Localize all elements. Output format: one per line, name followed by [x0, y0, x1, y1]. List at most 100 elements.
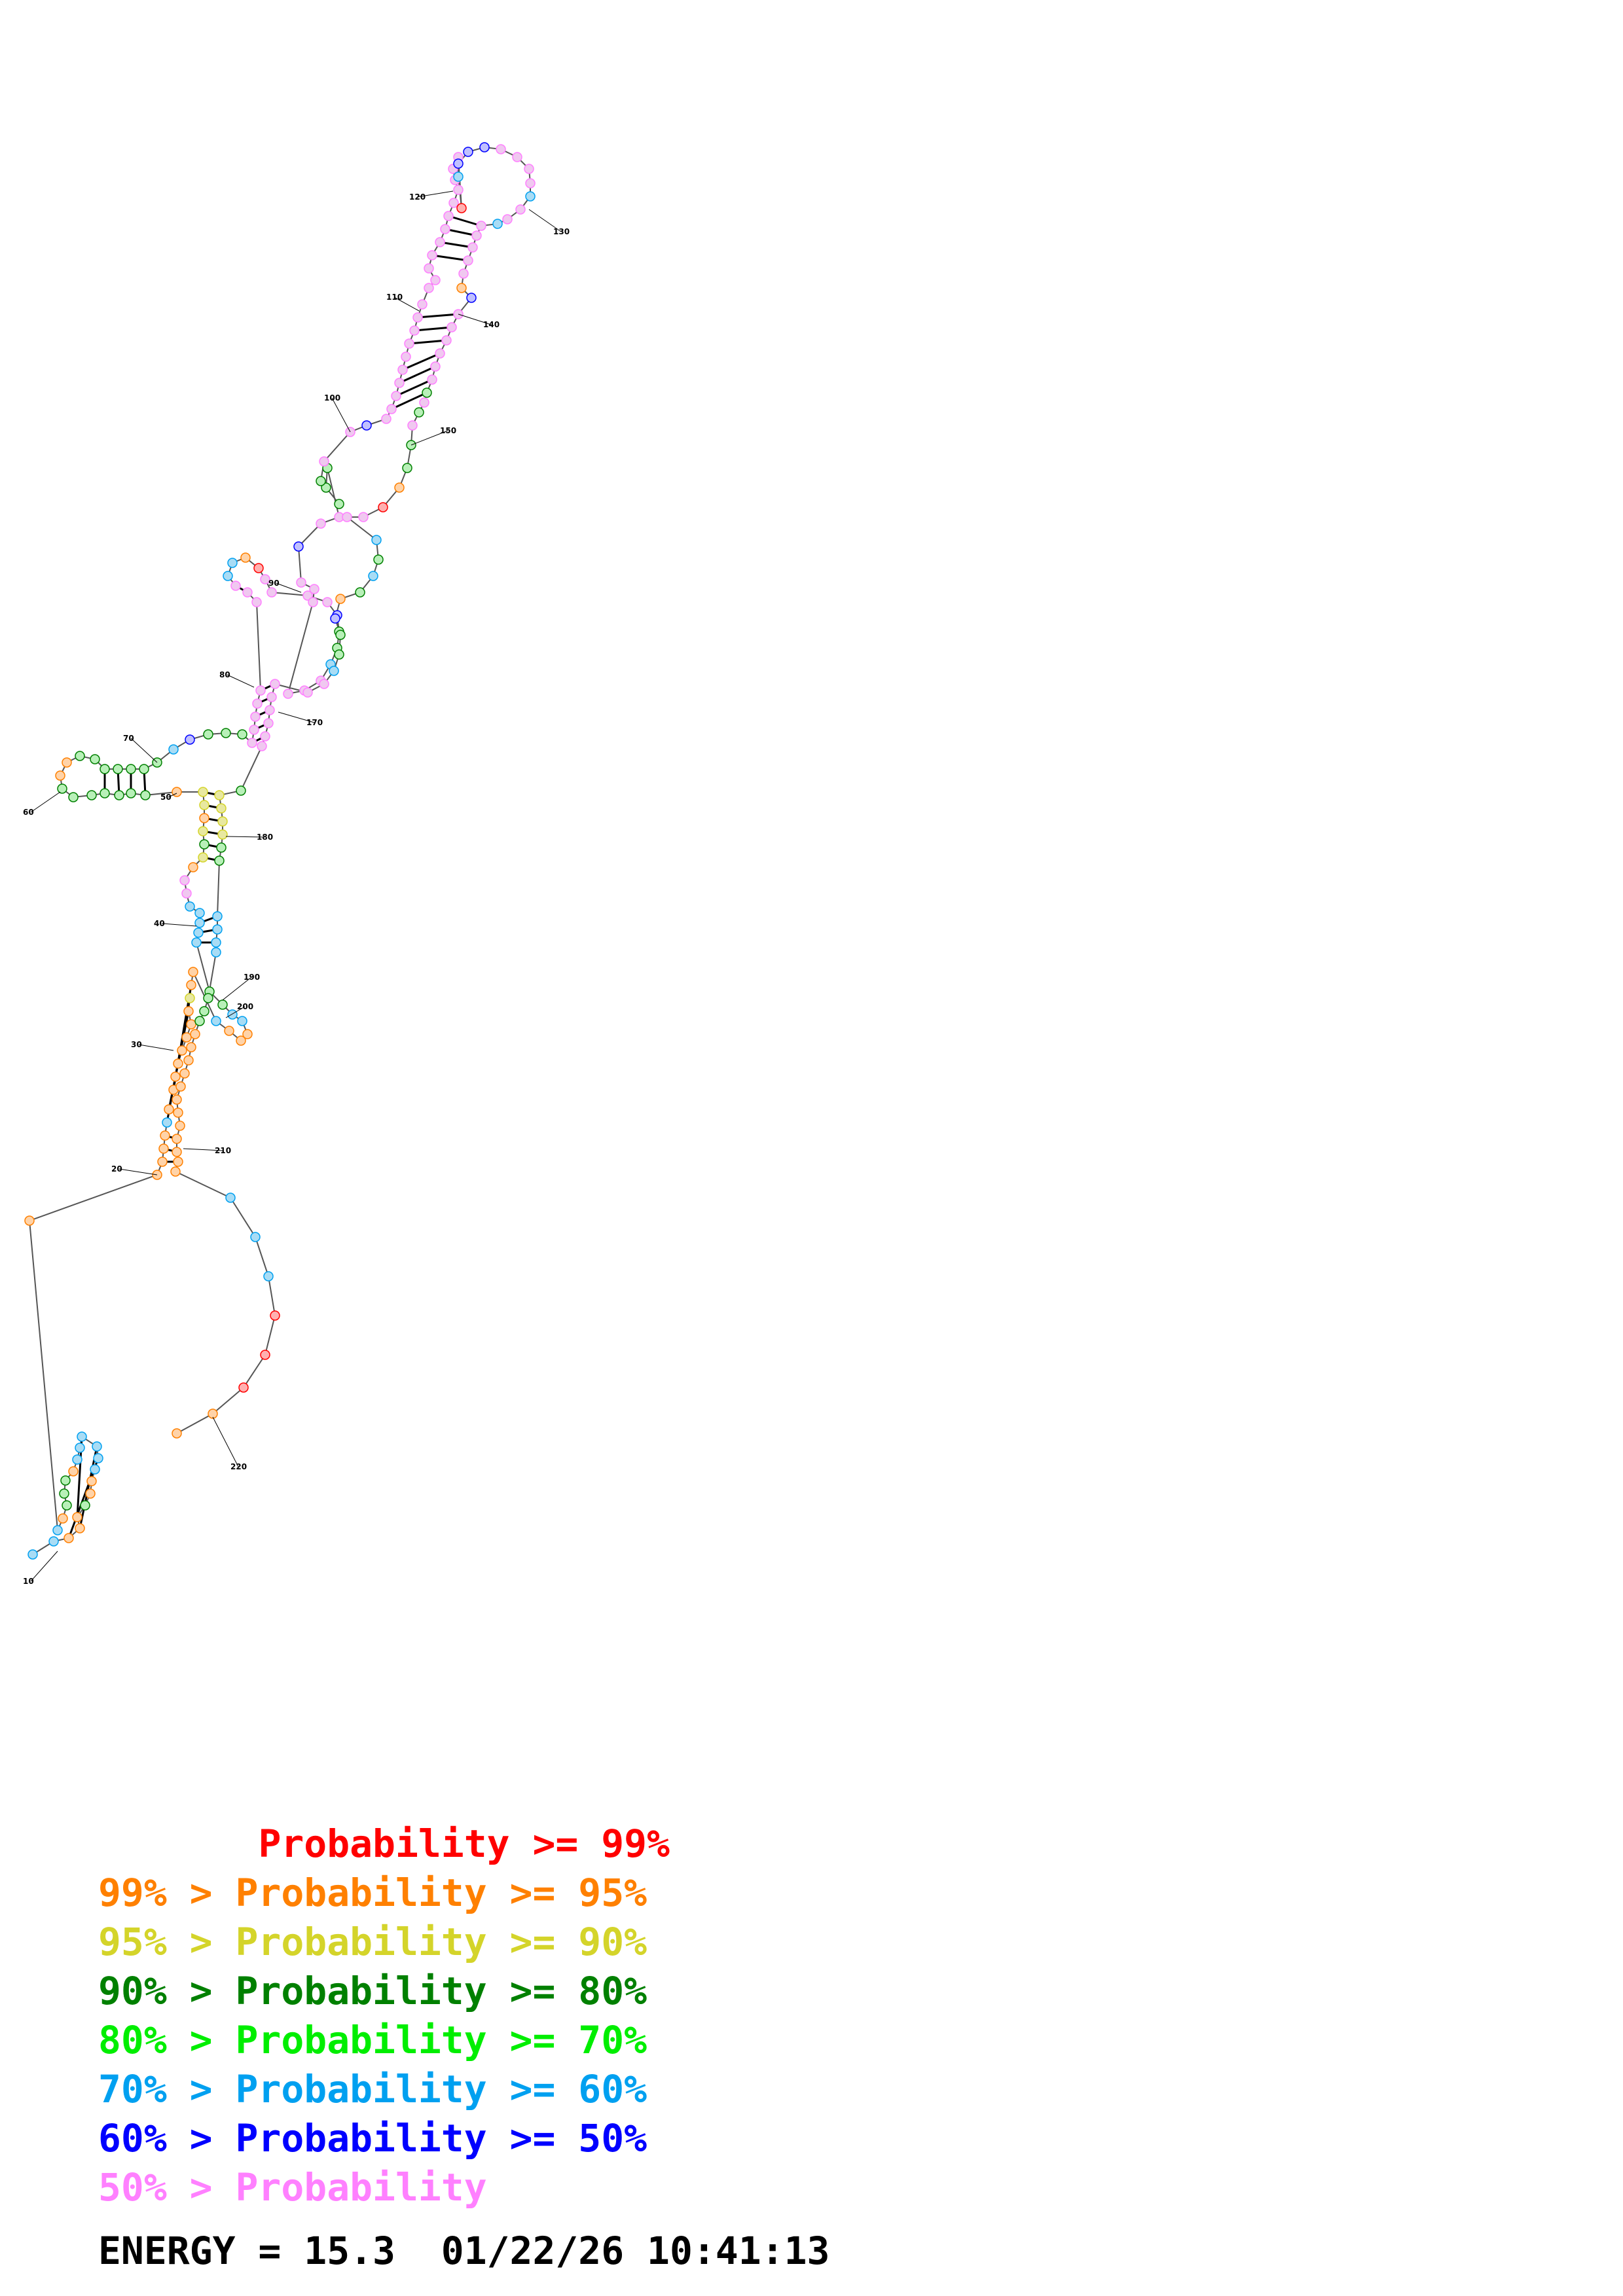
nucleotide-circle	[186, 1042, 196, 1052]
nucleotide-circle	[93, 1453, 103, 1463]
nucleotide-circle	[453, 185, 464, 195]
nucleotide-circle	[164, 1104, 174, 1115]
nucleotide-circle	[216, 842, 227, 853]
nucleotide-circle	[236, 785, 246, 796]
nucleotide-circle	[496, 144, 506, 154]
nucleotide-circle	[430, 361, 441, 372]
nucleotide-circle	[260, 574, 270, 584]
nucleotide-circle	[185, 901, 195, 912]
nucleotide-circle	[237, 1016, 247, 1026]
base-pair-line	[414, 326, 452, 332]
nucleotide-circle	[114, 790, 124, 800]
legend-prefix: 99% >	[98, 1871, 236, 1915]
nucleotide-circle	[92, 1441, 102, 1452]
position-tick	[222, 977, 252, 1001]
nucleotide-circle	[179, 1068, 190, 1079]
nucleotide-circle	[225, 1193, 236, 1203]
nucleotide-circle	[260, 1350, 270, 1360]
nucleotide-circle	[448, 198, 459, 208]
nucleotide-circle	[216, 803, 227, 814]
position-tick	[30, 791, 61, 813]
nucleotide-circle	[394, 482, 405, 493]
nucleotide-circle	[422, 387, 432, 398]
base-pair-line	[395, 378, 433, 397]
position-label: 150	[440, 426, 456, 435]
nucleotide-circle	[334, 499, 344, 509]
nucleotide-circle	[238, 1382, 249, 1393]
rna-backbone	[28, 146, 531, 1555]
nucleotide-circle	[476, 221, 486, 231]
nucleotide-circle	[251, 597, 262, 607]
nucleotide-circle	[62, 757, 72, 768]
nucleotide-circle	[59, 1488, 69, 1499]
legend-row: Probability >= 99%	[98, 1820, 670, 1869]
position-label: 140	[483, 320, 500, 329]
nucleotide-circle	[173, 1058, 183, 1069]
nucleotide-circle	[24, 1215, 35, 1226]
nucleotide-circle	[175, 1121, 185, 1131]
nucleotide-circle	[237, 729, 247, 740]
position-tick	[225, 836, 265, 838]
nucleotide-circle	[48, 1536, 59, 1547]
nucleotide-circle	[27, 1549, 38, 1560]
nucleotide-circle	[77, 1431, 87, 1442]
nucleotide-circle	[64, 1533, 74, 1543]
nucleotide-circle	[211, 937, 221, 948]
legend-row: 95% > Probability >= 90%	[98, 1918, 670, 1967]
nucleotide-circle	[227, 1009, 238, 1020]
nucleotide-circle	[193, 927, 204, 938]
position-label: 180	[257, 833, 273, 842]
position-label: 130	[553, 227, 570, 236]
nucleotide-circle	[492, 219, 503, 229]
nucleotide-circle	[203, 993, 213, 1003]
nucleotide-circle	[249, 725, 259, 735]
position-label: 100	[324, 393, 340, 403]
nucleotide-circle	[185, 993, 195, 1003]
legend-row: 70% > Probability >= 60%	[98, 2065, 670, 2114]
nucleotide-circle	[264, 705, 275, 715]
nucleotide-circle	[217, 816, 228, 827]
nucleotide-circle	[524, 164, 534, 174]
nucleotide-circle	[80, 1500, 90, 1511]
nucleotide-circle	[427, 374, 437, 385]
nucleotide-circle	[191, 937, 202, 948]
position-tick	[227, 674, 255, 688]
nucleotide-circle	[381, 414, 392, 424]
nucleotide-circle	[394, 378, 405, 388]
nucleotide-circle	[453, 171, 464, 182]
nucleotide-circle	[247, 738, 257, 748]
nucleotide-circle	[188, 862, 198, 872]
position-label: 30	[131, 1040, 142, 1049]
nucleotide-circle	[283, 689, 293, 699]
nucleotide-circle	[172, 1094, 182, 1105]
nucleotide-circle	[172, 1147, 182, 1157]
nucleotide-circle	[90, 1464, 100, 1475]
nucleotide-circle	[62, 1500, 72, 1511]
nucleotide-circle	[257, 741, 267, 751]
nucleotide-circle	[409, 325, 420, 336]
nucleotide-circle	[55, 770, 65, 781]
nucleotide-circle	[427, 250, 437, 260]
nucleotide-circle	[172, 1134, 182, 1144]
nucleotide-circle	[172, 787, 182, 797]
nucleotide-circle	[179, 875, 190, 886]
nucleotide-circle	[194, 918, 205, 928]
position-label: 50	[160, 793, 172, 802]
nucleotide-circle	[224, 1026, 234, 1036]
nucleotide-circle	[435, 348, 445, 359]
nucleotide-circle	[441, 335, 452, 346]
nucleotide-circle	[447, 322, 457, 332]
nucleotide-circle	[173, 1107, 183, 1118]
position-tick	[212, 1416, 239, 1467]
position-tick	[458, 314, 492, 325]
nucleotide-circle	[319, 456, 329, 467]
nucleotide-circle	[453, 158, 464, 169]
nucleotide-circle	[407, 420, 418, 431]
nucleotide-circle	[158, 1143, 169, 1154]
nucleotide-circle	[188, 967, 198, 977]
nucleotide-circle	[424, 263, 434, 274]
legend-row: 60% > Probability >= 50%	[98, 2114, 670, 2163]
position-tick	[331, 397, 351, 433]
position-tick	[168, 793, 177, 798]
legend-prefix: 95% >	[98, 1920, 236, 1964]
